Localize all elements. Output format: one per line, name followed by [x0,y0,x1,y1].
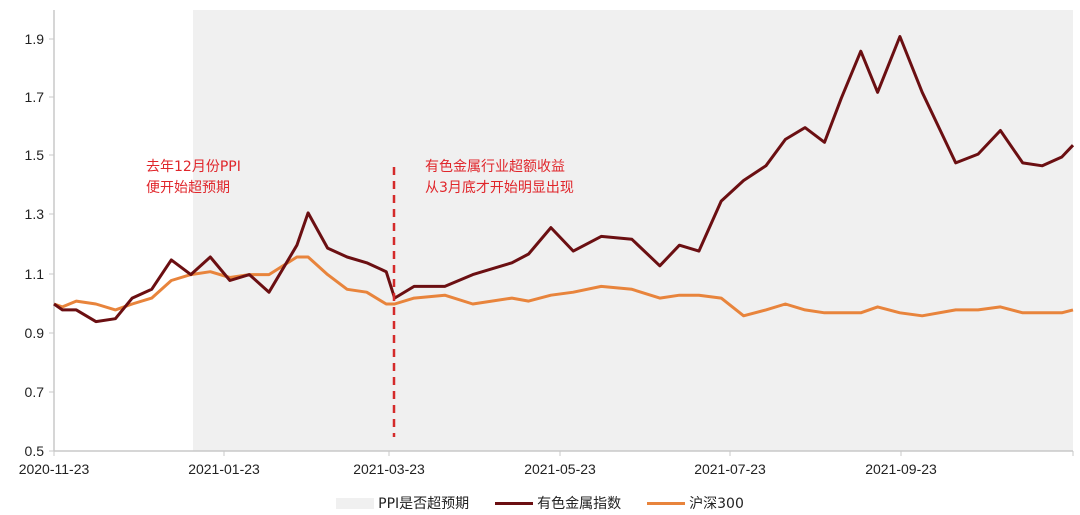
x-label: 2021-05-23 [524,461,596,477]
annotation-left-line1: 去年12月份PPI [146,159,241,175]
y-label: 1.1 [25,266,45,282]
series-line-hs300 [53,255,1074,318]
x-label: 2021-07-23 [694,461,766,477]
legend-label: PPI是否超预期 [378,496,470,512]
annotation-left-line2: 便开始超预期 [146,180,230,196]
annotation-right-line2: 从3月底才开始明显出现 [425,180,574,196]
legend-swatch-area [336,497,375,509]
legend-item-ppi: PPI是否超预期 [336,493,469,513]
ppi-shaded-region [193,10,1073,451]
series-line-nonferrous-metal [53,35,1075,324]
legend-label: 有色金属指数 [537,496,622,512]
legend-item-nonferrous-metal: 有色金属指数 [495,493,621,513]
y-label: 1.3 [25,206,45,222]
annotation-right-line1: 有色金属行业超额收益 [425,158,565,175]
x-ticks [53,451,1074,456]
y-label: 1.5 [25,147,45,163]
x-label: 2021-01-23 [188,461,260,477]
y-label: 0.9 [25,325,45,341]
y-ticks [49,38,54,452]
legend: PPI是否超预期 有色金属指数 沪深300 [0,492,1080,514]
legend-swatch-line [647,501,686,505]
y-label: 1.9 [25,31,45,47]
legend-label: 沪深300 [689,496,744,512]
x-label: 2021-09-23 [865,461,937,477]
y-tick-labels: 1.9 1.7 1.5 1.3 1.1 0.9 0.7 0.5 [25,31,45,459]
legend-item-hs300: 沪深300 [647,493,744,513]
y-label: 0.5 [25,443,45,459]
x-label: 2021-03-23 [353,461,425,477]
line-chart: 1.9 1.7 1.5 1.3 1.1 0.9 0.7 0.5 2020-11-… [19,10,1075,477]
y-label: 0.7 [25,384,45,400]
x-label: 2020-11-23 [19,461,90,477]
y-label: 1.7 [25,89,45,105]
legend-swatch-line [495,501,534,505]
x-tick-labels: 2020-11-23 2021-01-23 2021-03-23 2021-05… [19,461,937,477]
